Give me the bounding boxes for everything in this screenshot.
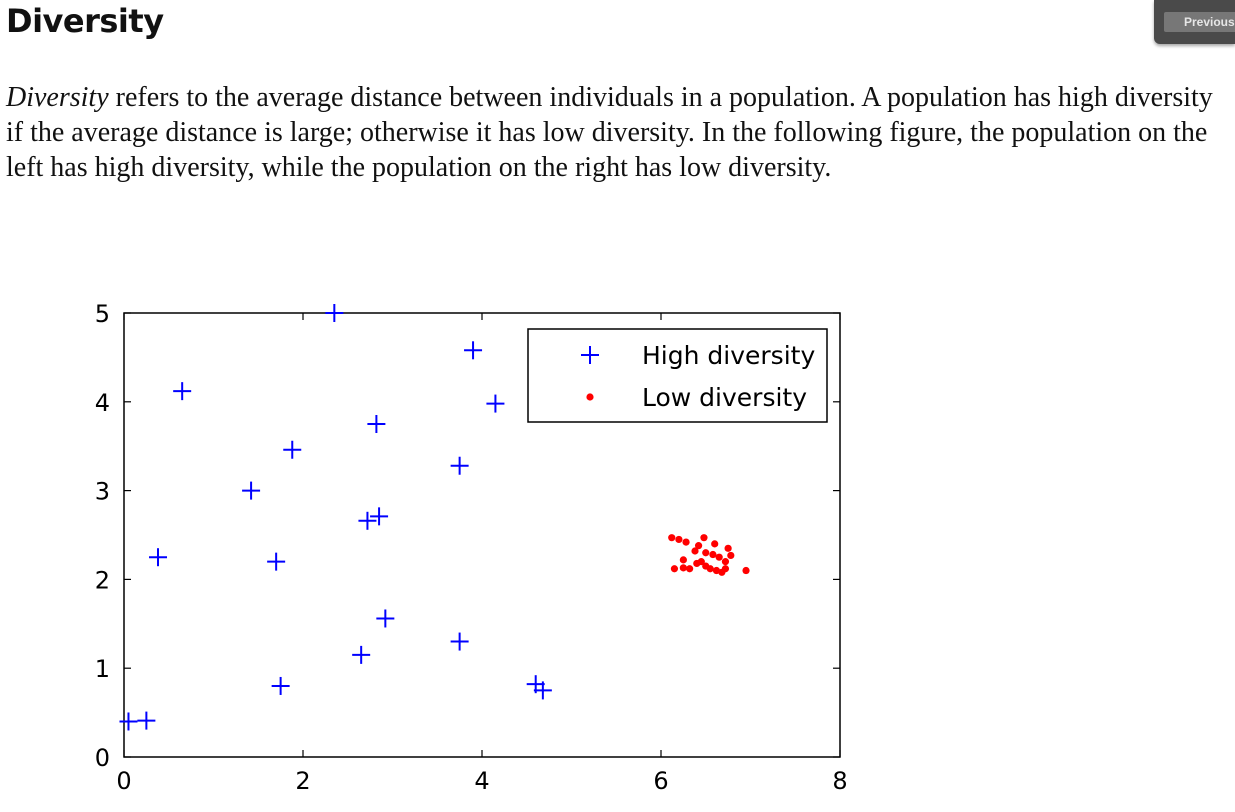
x-tick-label: 4 [474, 767, 489, 795]
high-diversity-point [119, 712, 138, 731]
high-diversity-point [173, 382, 192, 401]
high-diversity-point [352, 645, 371, 664]
low-diversity-point [682, 538, 690, 546]
y-tick-label: 4 [95, 389, 110, 417]
low-diversity-point [721, 565, 730, 573]
legend-label: High diversity [642, 341, 815, 370]
legend-label: Low diversity [642, 383, 807, 412]
high-diversity-point [376, 609, 395, 628]
high-diversity-point [149, 548, 168, 567]
top-nav-bar: Previous [1154, 0, 1235, 44]
low-diversity-point [711, 540, 719, 548]
low-diversity-point [721, 558, 730, 566]
high-diversity-point [370, 507, 389, 526]
high-diversity-point [271, 676, 290, 695]
page-title: Diversity [6, 2, 164, 40]
high-diversity-point [283, 440, 302, 459]
high-diversity-point [450, 632, 469, 651]
high-diversity-point [358, 511, 377, 530]
low-diversity-point [700, 534, 708, 542]
y-tick-label: 3 [95, 478, 110, 506]
high-diversity-point [137, 711, 156, 730]
low-diversity-point [706, 565, 714, 573]
low-diversity-point [693, 559, 701, 568]
x-tick-label: 2 [295, 767, 310, 795]
low-diversity-point [709, 550, 717, 559]
low-diversity-point [691, 547, 699, 555]
low-diversity-point [679, 556, 687, 564]
y-tick-label: 1 [95, 655, 110, 683]
legend-box [527, 328, 828, 423]
y-tick-label: 5 [95, 300, 110, 328]
low-diversity-point [694, 542, 703, 550]
x-tick-label: 0 [116, 767, 131, 795]
x-tick-label: 6 [653, 767, 668, 795]
high-diversity-point [533, 681, 552, 700]
low-diversity-point [679, 564, 687, 572]
x-tick-label: 8 [832, 767, 847, 795]
paragraph-text: refers to the average distance between i… [6, 82, 1213, 183]
high-diversity-point [367, 415, 386, 433]
low-diversity-point [742, 566, 750, 575]
body-paragraph: Diversity refers to the average distance… [6, 80, 1231, 185]
high-diversity-point [267, 552, 286, 571]
high-diversity-point [486, 394, 505, 413]
low-diversity-point [670, 565, 679, 573]
low-diversity-point [686, 565, 694, 573]
y-tick-label: 2 [95, 566, 110, 594]
high-diversity-point [242, 481, 261, 500]
low-diversity-point [702, 549, 710, 557]
low-diversity-point [724, 544, 732, 552]
high-diversity-point [464, 341, 483, 360]
low-diversity-point [715, 553, 723, 561]
legend-marker-low [586, 393, 594, 401]
low-diversity-point [675, 535, 683, 544]
scatter-figure: 0 2 4 6 8 0 1 2 3 4 5 High diversity Low diversity [0, 292, 900, 812]
high-diversity-point [325, 304, 344, 322]
low-diversity-point [727, 551, 735, 560]
y-tick-label: 0 [95, 744, 110, 772]
scatter-chart: 0 2 4 6 8 0 1 2 3 4 5 High diversity Low diversity [95, 300, 848, 795]
previous-button[interactable]: Previous [1164, 12, 1235, 32]
low-diversity-point [668, 534, 676, 542]
high-diversity-point [450, 456, 469, 475]
term-emphasis: Diversity [6, 82, 109, 113]
